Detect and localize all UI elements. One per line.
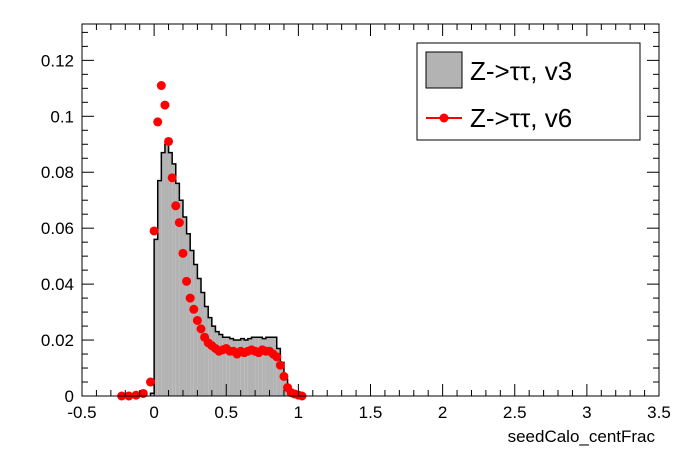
histogram-bar xyxy=(182,216,187,396)
x-tick-label: -0.5 xyxy=(67,403,96,422)
data-point xyxy=(178,248,188,258)
axes: -0.5 0 0.5 1 1.5 2 2.5 3 3.500.020.040.060.080.1… xyxy=(41,24,671,422)
y-tick-label: 0.12 xyxy=(41,51,74,70)
x-axis-title: seedCalo_centFrac xyxy=(508,427,656,446)
x-tick-label: 2.5 xyxy=(503,403,527,422)
x-tick-label: 0.5 xyxy=(214,403,238,422)
histogram-bar xyxy=(276,348,281,396)
histogram-bar xyxy=(244,340,248,396)
data-point xyxy=(272,352,282,362)
x-tick-label: 2 xyxy=(438,403,447,422)
data-point xyxy=(189,304,199,314)
data-point xyxy=(171,201,181,211)
histogram-bar xyxy=(164,144,169,396)
histogram-bar xyxy=(273,337,277,396)
histogram-bar xyxy=(219,334,223,396)
data-point xyxy=(153,117,163,127)
y-tick-label: 0.06 xyxy=(41,219,74,238)
data-point xyxy=(149,226,159,236)
y-tick-label: 0.08 xyxy=(41,163,74,182)
data-point xyxy=(275,360,285,370)
y-tick-label: 0 xyxy=(65,387,74,406)
histogram-bar xyxy=(233,340,238,396)
histogram-bar xyxy=(150,393,155,396)
histogram-bar xyxy=(186,233,191,396)
data-point xyxy=(182,276,192,286)
histogram-bar xyxy=(204,306,209,396)
data-point xyxy=(192,315,202,325)
data-point xyxy=(167,173,177,183)
plot-area xyxy=(117,81,307,401)
histogram-bar xyxy=(229,338,234,396)
data-point xyxy=(164,136,174,146)
x-tick-label: 1.5 xyxy=(359,403,383,422)
x-tick-label: 3 xyxy=(582,403,591,422)
histogram-bar xyxy=(251,337,256,396)
histogram-bar xyxy=(172,163,176,396)
histogram-bar xyxy=(226,337,230,396)
histogram-bar xyxy=(157,180,162,396)
data-point xyxy=(131,390,141,400)
histogram-bar xyxy=(154,239,158,396)
data-point xyxy=(174,218,184,228)
histogram-outline xyxy=(149,143,306,397)
histogram-bar xyxy=(208,317,212,396)
legend: Z->ττ, v3 Z->ττ, v6 xyxy=(416,42,641,141)
histogram-bar xyxy=(258,337,263,396)
data-point xyxy=(185,293,195,303)
histogram-bar xyxy=(222,337,227,396)
y-tick-label: 0.1 xyxy=(50,107,74,126)
x-tick-label: 1 xyxy=(294,403,303,422)
histogram-bar xyxy=(168,152,173,396)
histogram-bar xyxy=(161,152,165,396)
histogram-bar xyxy=(179,200,183,396)
legend-label-v3: Z->ττ, v3 xyxy=(470,56,572,86)
legend-swatch-v3 xyxy=(425,51,463,89)
histogram-bar xyxy=(197,278,202,396)
histogram-bar xyxy=(211,326,216,396)
histogram-bar xyxy=(193,264,198,396)
histogram-bar xyxy=(240,338,245,396)
histogram-bar xyxy=(265,337,270,396)
histogram-bar xyxy=(269,337,274,396)
y-tick-label: 0.02 xyxy=(41,331,74,350)
histogram-bar xyxy=(215,331,220,396)
histogram-bar xyxy=(237,340,241,396)
histogram-bar xyxy=(262,338,266,396)
data-point xyxy=(156,81,166,91)
histogram-bar xyxy=(175,183,180,396)
y-tick-label: 0.04 xyxy=(41,275,74,294)
legend-marker-v6 xyxy=(439,113,449,123)
data-point xyxy=(279,371,289,381)
data-point xyxy=(196,324,206,334)
histogram-bar xyxy=(190,250,194,396)
histogram-bar xyxy=(201,292,205,396)
x-tick-label: 3.5 xyxy=(647,403,671,422)
histogram-bar xyxy=(255,337,259,396)
histogram-bar xyxy=(247,338,252,396)
data-point xyxy=(146,377,156,387)
x-tick-label: 0 xyxy=(149,403,158,422)
plot-frame xyxy=(81,23,660,397)
data-point xyxy=(160,100,170,110)
legend-label-v6: Z->ττ, v6 xyxy=(470,103,572,133)
